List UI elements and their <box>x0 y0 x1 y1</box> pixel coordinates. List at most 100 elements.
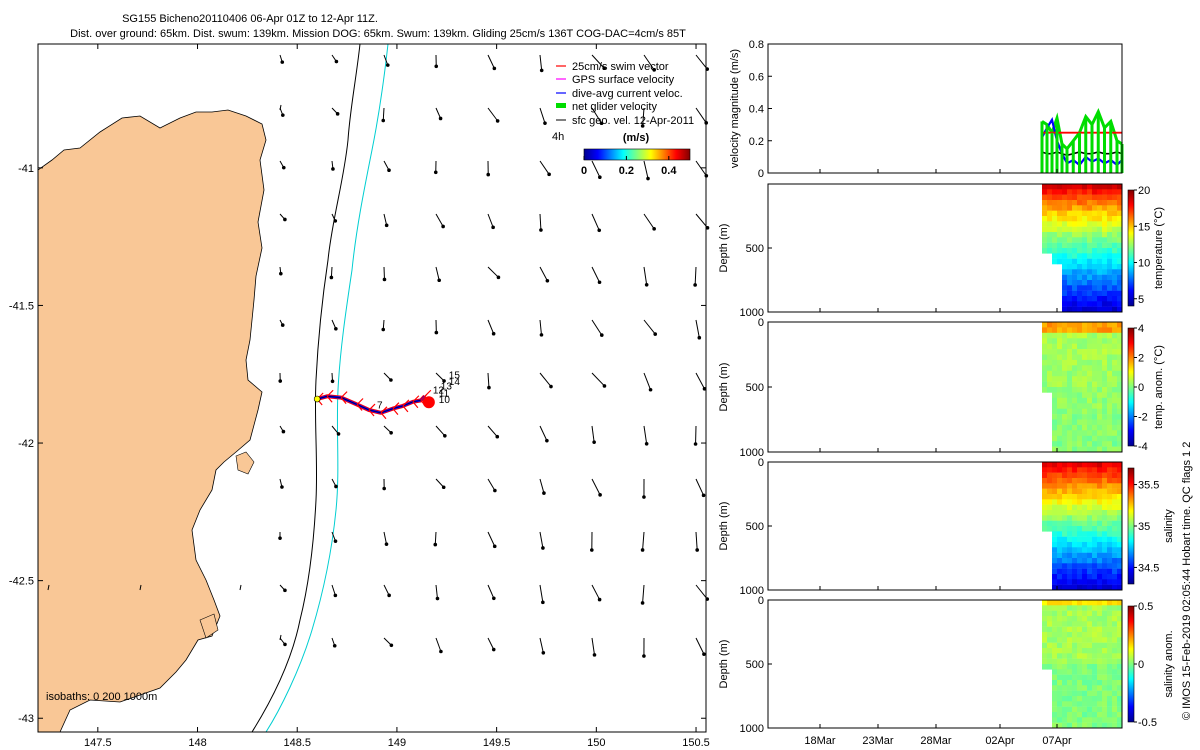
heatmap-cell <box>1072 343 1078 350</box>
heatmap-cell <box>1082 621 1088 627</box>
figure-subtitle: Dist. over ground: 65km. Dist. swum: 139… <box>70 28 686 40</box>
heatmap-cell <box>1082 610 1088 617</box>
velocity-arrow-head <box>281 113 285 117</box>
heatmap-cell <box>1077 664 1083 670</box>
heatmap-cell <box>1107 184 1113 190</box>
map-colorbar-tick-label: 0.4 <box>661 165 677 177</box>
heatmap-cell <box>1067 205 1073 211</box>
velocity-arrow <box>279 104 282 111</box>
heatmap-cell <box>1087 301 1093 307</box>
heatmap-cell <box>1047 483 1053 489</box>
heatmap-cell <box>1067 210 1073 217</box>
heatmap-cell <box>1097 387 1103 393</box>
velocity-arrow-head <box>443 433 447 438</box>
heatmap-cell <box>1052 381 1058 388</box>
heatmap-cell <box>1092 504 1098 511</box>
heatmap-cell <box>1112 338 1118 344</box>
heatmap-cell <box>1097 722 1103 729</box>
heatmap-cell <box>1117 472 1123 479</box>
heatmap-cell <box>1057 632 1063 638</box>
heatmap-cell <box>1112 205 1118 211</box>
heatmap-cell <box>1107 248 1113 254</box>
heatmap-cell <box>1112 274 1118 281</box>
heatmap-cell <box>1077 381 1083 388</box>
heatmap-cell <box>1052 370 1058 377</box>
heatmap-colorbar <box>1127 327 1135 447</box>
heatmap-cell <box>1072 258 1078 265</box>
heatmap-cell <box>1057 531 1063 537</box>
heatmap-cell <box>1067 722 1073 729</box>
heatmap-cell <box>1042 642 1048 649</box>
velocity-arrow-head <box>495 434 500 439</box>
heatmap-cell <box>1052 210 1058 217</box>
heatmap-cell <box>1072 632 1078 638</box>
heatmap-cell <box>1102 242 1108 249</box>
heatmap-cell <box>1082 248 1088 254</box>
heatmap-cell <box>1062 547 1068 553</box>
heatmap-cell <box>1102 269 1108 275</box>
heatmap-cell <box>1117 706 1123 713</box>
heatmap-cell <box>1112 574 1118 580</box>
heatmap-cell <box>1087 584 1093 591</box>
heatmap-cell <box>1112 414 1118 420</box>
heatmap-cell <box>1092 488 1098 495</box>
heatmap-cell <box>1042 381 1048 388</box>
heatmap-cell <box>1112 642 1118 649</box>
heatmap-cell <box>1042 354 1048 361</box>
heatmap-cell <box>1107 674 1113 681</box>
heatmap-cell <box>1062 632 1068 638</box>
heatmap-cell <box>1107 706 1113 713</box>
heatmap-cell <box>1087 653 1093 659</box>
heatmap-cell <box>1117 194 1123 201</box>
heatmap-cell <box>1077 610 1083 617</box>
heatmap-cell <box>1072 563 1078 569</box>
heatmap-cell <box>1057 520 1063 527</box>
legend-net-swatch <box>556 103 566 108</box>
heatmap-cell <box>1047 322 1053 328</box>
heatmap-cell <box>1097 499 1103 505</box>
heatmap-cell <box>1082 494 1088 500</box>
legend-sfc: sfc geo. vel. 12-Apr-2011 <box>572 115 694 127</box>
heatmap-cell <box>1067 403 1073 409</box>
heatmap-cell <box>1087 504 1093 511</box>
velocity-arrow <box>695 637 705 655</box>
heatmap-cell <box>1107 306 1113 313</box>
heatmap-cell <box>1077 462 1083 468</box>
heatmap-cell <box>1087 674 1093 681</box>
heatmap-colorbar-tick-label: 2 <box>1138 353 1144 365</box>
heatmap-cell <box>1107 579 1113 585</box>
heatmap-cell <box>1042 210 1048 217</box>
heatmap-cell <box>1107 280 1113 286</box>
heatmap-cell <box>1057 424 1063 431</box>
heatmap-cell <box>1072 558 1078 564</box>
heatmap-cell <box>1067 600 1073 606</box>
heatmap-cell <box>1112 216 1118 222</box>
heatmap-cell <box>1062 258 1068 265</box>
heatmap-cell <box>1072 499 1078 505</box>
heatmap-cell <box>1047 600 1053 606</box>
heatmap-cell <box>1057 680 1063 686</box>
heatmap-colorbar-tick-label: 35.5 <box>1138 480 1159 492</box>
heatmap-cell <box>1052 242 1058 249</box>
heatmap-cell <box>1067 237 1073 243</box>
heatmap-cell <box>1117 547 1123 553</box>
heatmap-cell <box>1107 226 1113 233</box>
velocity-arrow-head <box>590 548 594 552</box>
heatmap-cell <box>1072 381 1078 388</box>
velocity-arrow <box>591 266 600 283</box>
heatmap-cell <box>1087 237 1093 243</box>
heatmap-cell <box>1057 359 1063 366</box>
velocity-arrow <box>487 531 496 547</box>
heatmap-cell <box>1092 648 1098 654</box>
heatmap-cell <box>1072 248 1078 254</box>
heatmap-cell <box>1077 403 1083 409</box>
heatmap-cell <box>1097 574 1103 580</box>
heatmap-cell <box>1097 280 1103 286</box>
heatmap-cell <box>1057 226 1063 233</box>
heatmap-cell <box>1112 446 1118 453</box>
velocity-net-bar <box>1115 140 1119 173</box>
heatmap-cell <box>1087 430 1093 436</box>
heatmap-cell <box>1077 531 1083 537</box>
heatmap-cell <box>1072 621 1078 627</box>
heatmap-cell <box>1112 301 1118 307</box>
